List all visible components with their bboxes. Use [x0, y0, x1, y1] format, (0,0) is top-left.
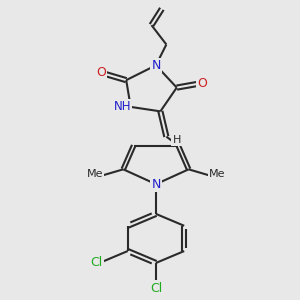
Text: Me: Me [87, 169, 103, 179]
Text: N: N [151, 59, 160, 72]
Text: Me: Me [208, 169, 225, 179]
Text: H: H [172, 135, 181, 145]
Text: N: N [151, 178, 160, 191]
Text: O: O [96, 66, 106, 79]
Text: Cl: Cl [90, 256, 103, 269]
Text: Cl: Cl [150, 282, 162, 295]
Text: NH: NH [114, 100, 131, 113]
Text: O: O [197, 76, 207, 90]
